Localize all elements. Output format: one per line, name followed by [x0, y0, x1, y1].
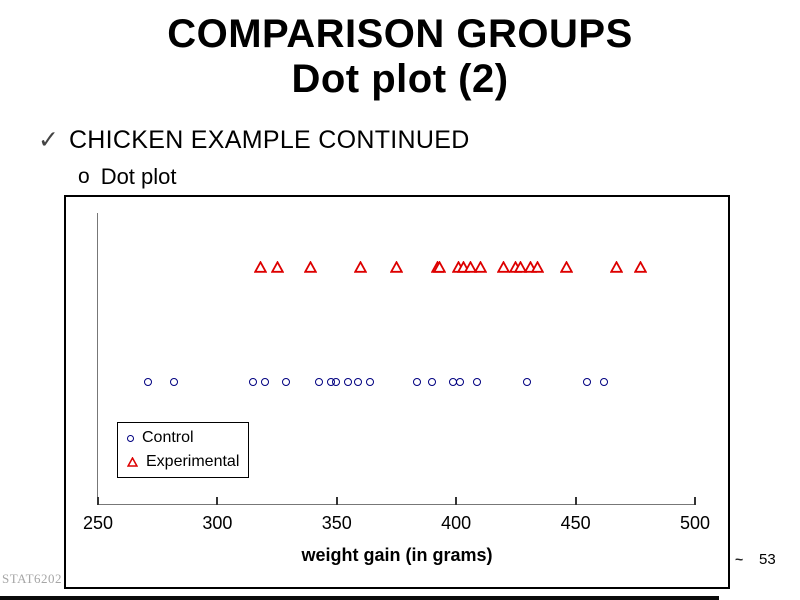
- data-point-control: [332, 378, 341, 387]
- data-point-experimental: [514, 261, 528, 273]
- data-point-experimental: [633, 261, 647, 273]
- data-point-experimental: [304, 261, 318, 273]
- data-point-control: [427, 378, 436, 387]
- x-axis-tick-label: 250: [82, 513, 114, 533]
- data-point-control: [413, 378, 422, 387]
- footer-squiggle-mark: ~: [735, 551, 744, 567]
- x-axis-tick: [694, 497, 696, 505]
- data-point-control: [523, 378, 532, 387]
- x-axis-tick-label: 300: [202, 513, 233, 533]
- x-axis-tick: [216, 497, 219, 505]
- data-point-experimental: [559, 261, 573, 273]
- data-point-control: [456, 378, 465, 387]
- slide-title: COMPARISON GROUPS Dot plot (2): [0, 12, 800, 102]
- data-point-experimental: [530, 261, 544, 273]
- x-axis-tick: [335, 497, 338, 505]
- x-axis-tick: [97, 497, 99, 505]
- x-axis-tick-label: 350: [321, 513, 352, 533]
- data-point-control: [599, 378, 608, 387]
- data-point-control: [582, 378, 591, 387]
- data-point-control: [248, 378, 257, 387]
- data-point-experimental: [270, 261, 284, 273]
- data-point-experimental: [464, 261, 478, 273]
- footer-course-code: STAT6202: [2, 571, 63, 586]
- data-point-experimental: [354, 261, 368, 273]
- x-axis-tick: [574, 497, 577, 505]
- slide-title-line2: Dot plot (2): [291, 57, 509, 101]
- data-point-control: [344, 378, 353, 387]
- data-point-experimental: [390, 261, 403, 273]
- x-axis-tick: [455, 497, 458, 505]
- x-axis-tick-label: 450: [560, 513, 591, 533]
- bullet-text: CHICKEN EXAMPLE CONTINUED: [68, 126, 470, 154]
- checkmark-icon: ✓: [38, 126, 59, 154]
- data-point-control: [315, 378, 324, 387]
- circle-bullet-icon: o: [78, 165, 90, 188]
- data-point-control: [353, 378, 362, 387]
- data-point-experimental: [473, 261, 487, 273]
- x-axis-tick-label: 400: [441, 513, 472, 533]
- data-point-control: [169, 378, 178, 387]
- slide-title-line1: COMPARISON GROUPS: [167, 12, 633, 56]
- data-point-control: [365, 378, 374, 387]
- page-number: 53: [759, 551, 776, 568]
- experimental-triangle-marker-icon: [127, 457, 138, 467]
- data-point-control: [473, 378, 482, 387]
- data-point-experimental: [253, 261, 267, 273]
- x-axis-line: [97, 504, 695, 505]
- data-point-experimental: [432, 261, 446, 273]
- legend-label-control: Control: [142, 429, 194, 446]
- legend-item-control: Control: [127, 429, 248, 447]
- legend-item-experimental: Experimental: [127, 453, 248, 471]
- data-point-control: [282, 378, 291, 387]
- data-point-experimental: [497, 261, 511, 273]
- legend-label-experimental: Experimental: [146, 453, 240, 470]
- control-circle-marker-icon: [127, 434, 134, 442]
- sub-bullet-dot-plot: o Dot plot: [78, 164, 177, 190]
- y-axis-line: [97, 213, 98, 505]
- chart-legend: Control Experimental: [117, 422, 249, 478]
- bottom-edge-bar: [0, 596, 719, 600]
- sub-bullet-text: Dot plot: [100, 164, 177, 189]
- x-axis-title: weight gain (in grams): [301, 545, 493, 565]
- bullet-chicken-example: ✓ CHICKEN EXAMPLE CONTINUED: [38, 126, 470, 154]
- data-point-control: [143, 378, 152, 387]
- plot-area: weight gain (in grams) Control Experimen…: [64, 195, 730, 589]
- data-point-control: [260, 378, 269, 387]
- data-point-experimental: [609, 261, 623, 273]
- x-axis-tick-label: 500: [679, 513, 711, 533]
